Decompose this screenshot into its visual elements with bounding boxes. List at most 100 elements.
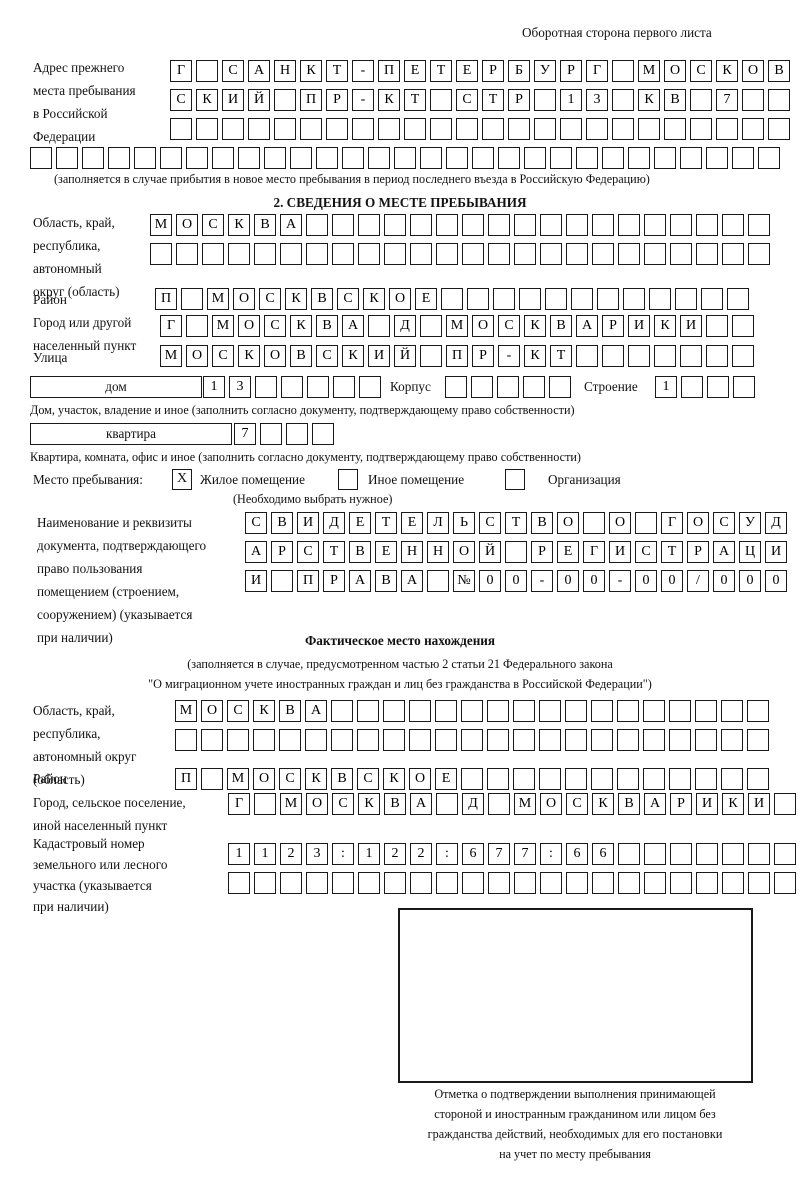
char-cell[interactable] <box>488 214 510 236</box>
char-cell[interactable]: С <box>456 89 478 111</box>
char-cell[interactable]: О <box>264 345 286 367</box>
char-cell[interactable] <box>617 700 639 722</box>
char-cell[interactable]: Н <box>401 541 423 563</box>
char-cell[interactable] <box>368 315 390 337</box>
char-cell[interactable]: Р <box>323 570 345 592</box>
char-cell[interactable]: 1 <box>560 89 582 111</box>
checkbox-inoe-pomeshchenie[interactable] <box>338 469 358 490</box>
char-cell[interactable]: Б <box>508 60 530 82</box>
char-cell[interactable] <box>774 872 796 894</box>
char-cell[interactable]: У <box>739 512 761 534</box>
char-cell[interactable]: Й <box>479 541 501 563</box>
char-cell[interactable]: К <box>524 315 546 337</box>
char-cell[interactable] <box>436 243 458 265</box>
char-cell[interactable] <box>680 147 702 169</box>
char-cell[interactable] <box>571 288 593 310</box>
char-cell[interactable] <box>707 376 729 398</box>
char-cell[interactable]: К <box>285 288 307 310</box>
char-cell[interactable] <box>514 214 536 236</box>
char-cell[interactable] <box>675 288 697 310</box>
char-cell[interactable] <box>576 345 598 367</box>
char-cell[interactable] <box>545 288 567 310</box>
char-cell[interactable] <box>280 243 302 265</box>
char-cell[interactable]: : <box>332 843 354 865</box>
char-cell[interactable]: О <box>687 512 709 534</box>
char-cell[interactable]: Т <box>404 89 426 111</box>
char-cell[interactable]: Р <box>670 793 692 815</box>
char-cell[interactable]: С <box>245 512 267 534</box>
char-cell[interactable] <box>732 147 754 169</box>
char-cell[interactable] <box>566 872 588 894</box>
char-cell[interactable] <box>644 872 666 894</box>
char-cell[interactable] <box>539 729 561 751</box>
char-cell[interactable]: А <box>280 214 302 236</box>
char-cell[interactable]: В <box>271 512 293 534</box>
char-cell[interactable] <box>706 345 728 367</box>
char-cell[interactable]: Т <box>323 541 345 563</box>
char-cell[interactable]: 7 <box>488 843 510 865</box>
char-cell[interactable] <box>540 214 562 236</box>
char-cell[interactable]: О <box>609 512 631 534</box>
char-cell[interactable] <box>487 768 509 790</box>
char-cell[interactable]: О <box>742 60 764 82</box>
char-cell[interactable] <box>669 768 691 790</box>
char-cell[interactable] <box>566 243 588 265</box>
char-cell[interactable]: И <box>609 541 631 563</box>
char-cell[interactable]: 1 <box>203 376 225 398</box>
char-cell[interactable]: К <box>524 345 546 367</box>
char-cell[interactable]: А <box>305 700 327 722</box>
char-cell[interactable]: К <box>716 60 738 82</box>
char-cell[interactable] <box>316 147 338 169</box>
char-cell[interactable] <box>175 729 197 751</box>
char-cell[interactable] <box>274 118 296 140</box>
char-cell[interactable]: Й <box>248 89 270 111</box>
char-cell[interactable]: 1 <box>254 843 276 865</box>
char-cell[interactable] <box>472 147 494 169</box>
char-cell[interactable] <box>591 729 613 751</box>
char-cell[interactable] <box>643 729 665 751</box>
char-cell[interactable] <box>695 729 717 751</box>
char-cell[interactable] <box>352 118 374 140</box>
char-cell[interactable] <box>592 214 614 236</box>
char-cell[interactable]: Р <box>687 541 709 563</box>
char-cell[interactable] <box>644 214 666 236</box>
char-cell[interactable] <box>618 843 640 865</box>
char-cell[interactable] <box>306 243 328 265</box>
char-cell[interactable] <box>669 700 691 722</box>
char-cell[interactable]: Д <box>462 793 484 815</box>
char-cell[interactable] <box>733 376 755 398</box>
char-cell[interactable] <box>768 118 790 140</box>
char-cell[interactable]: 7 <box>234 423 256 445</box>
char-cell[interactable] <box>222 118 244 140</box>
char-cell[interactable] <box>696 214 718 236</box>
char-cell[interactable]: В <box>254 214 276 236</box>
char-cell[interactable]: В <box>290 345 312 367</box>
char-cell[interactable]: П <box>175 768 197 790</box>
char-cell[interactable] <box>160 147 182 169</box>
char-cell[interactable]: Е <box>404 60 426 82</box>
char-cell[interactable]: А <box>713 541 735 563</box>
char-cell[interactable]: Е <box>349 512 371 534</box>
char-cell[interactable] <box>618 872 640 894</box>
char-cell[interactable]: А <box>644 793 666 815</box>
char-cell[interactable]: К <box>290 315 312 337</box>
char-cell[interactable] <box>384 214 406 236</box>
char-cell[interactable] <box>623 288 645 310</box>
char-cell[interactable]: : <box>436 843 458 865</box>
char-cell[interactable]: Т <box>550 345 572 367</box>
korpus-cells[interactable] <box>445 376 571 398</box>
char-cell[interactable] <box>410 243 432 265</box>
char-cell[interactable] <box>238 147 260 169</box>
char-cell[interactable] <box>774 843 796 865</box>
char-cell[interactable]: № <box>453 570 475 592</box>
char-cell[interactable]: 7 <box>514 843 536 865</box>
char-cell[interactable]: 0 <box>765 570 787 592</box>
char-cell[interactable] <box>654 147 676 169</box>
char-cell[interactable]: И <box>628 315 650 337</box>
char-cell[interactable]: С <box>332 793 354 815</box>
flat-cells[interactable]: 7 <box>234 423 334 445</box>
char-cell[interactable]: С <box>357 768 379 790</box>
char-cell[interactable] <box>701 288 723 310</box>
char-cell[interactable] <box>696 843 718 865</box>
